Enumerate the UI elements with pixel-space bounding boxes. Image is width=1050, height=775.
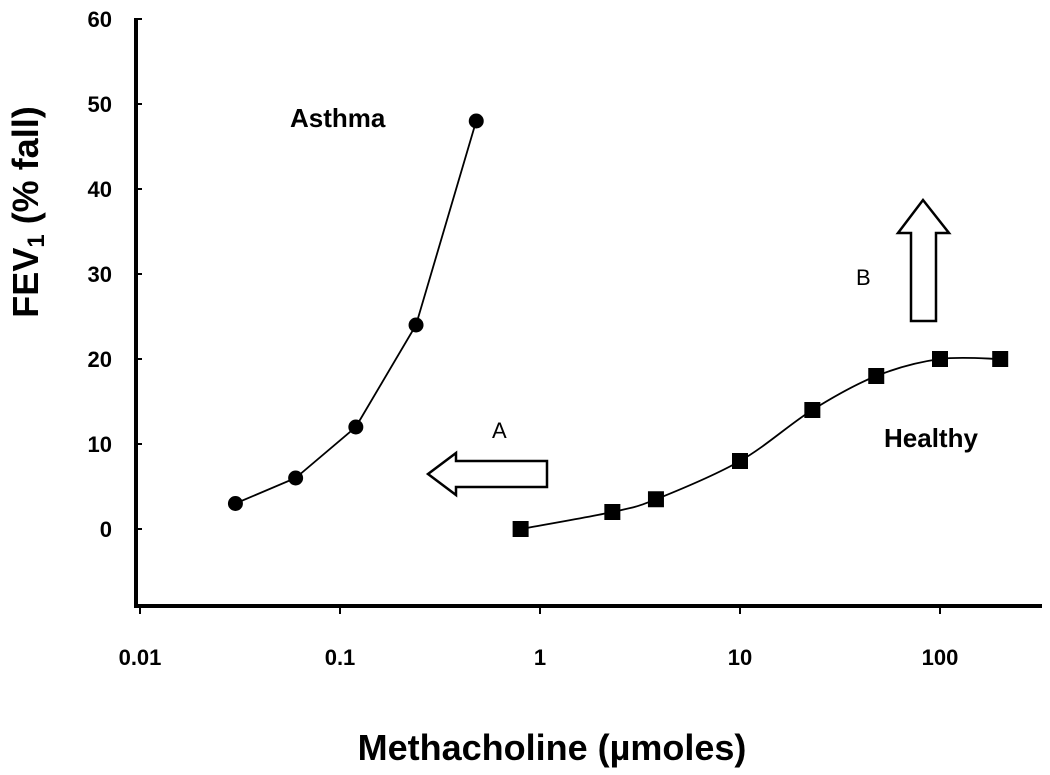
y-axis-title-main: FEV: [5, 248, 46, 318]
x-tick-label: 10: [728, 645, 752, 670]
data-point-asthma: [288, 470, 304, 486]
y-tick-label: 40: [88, 177, 112, 202]
y-tick-label: 0: [100, 517, 112, 542]
annotation-b-label: B: [856, 265, 871, 290]
y-axis-title-subscript: 1: [23, 234, 50, 247]
data-point-healthy: [732, 453, 748, 469]
series-label-healthy: Healthy: [884, 423, 978, 453]
x-axis-ticks: 0.01 0.1 1 10 100: [119, 606, 959, 670]
x-axis-title: Methacholine (µmoles): [358, 727, 747, 768]
left-arrow-icon: [425, 450, 549, 498]
data-point-healthy: [647, 491, 664, 508]
up-arrow-icon: [895, 197, 952, 323]
x-tick-label: 1: [534, 645, 546, 670]
data-point-asthma: [348, 419, 364, 435]
y-tick-label: 20: [88, 347, 112, 372]
annotation-a: A: [425, 418, 549, 498]
series-asthma: [227, 113, 484, 511]
data-point-asthma: [227, 496, 243, 511]
y-axis-title: FEV1 (% fall): [5, 106, 50, 317]
y-axis-title-rest: (% fall): [5, 106, 46, 234]
x-tick-label: 0.1: [325, 645, 356, 670]
data-point-healthy: [868, 368, 885, 384]
y-tick-label: 10: [88, 432, 112, 457]
series-line-asthma: [235, 120, 478, 505]
x-tick-label: 100: [922, 645, 959, 670]
data-point-asthma: [408, 317, 424, 333]
data-point-healthy: [932, 351, 948, 367]
y-axis-ticks: 0 10 20 30 40 50 60: [88, 7, 142, 542]
annotation-a-label: A: [492, 418, 507, 443]
data-point-healthy: [992, 351, 1009, 367]
y-tick-label: 60: [88, 7, 112, 32]
data-point-asthma: [468, 113, 484, 129]
y-tick-label: 30: [88, 262, 112, 287]
annotation-b: B: [856, 197, 952, 323]
y-tick-label: 50: [88, 92, 112, 117]
series-label-asthma: Asthma: [290, 103, 386, 133]
data-point-healthy: [604, 504, 621, 520]
series-layer: [227, 113, 1009, 537]
x-tick-label: 0.01: [119, 645, 162, 670]
axes: [134, 18, 1042, 608]
data-point-healthy: [512, 521, 529, 537]
data-point-healthy: [804, 402, 821, 418]
series-healthy: [512, 351, 1009, 537]
